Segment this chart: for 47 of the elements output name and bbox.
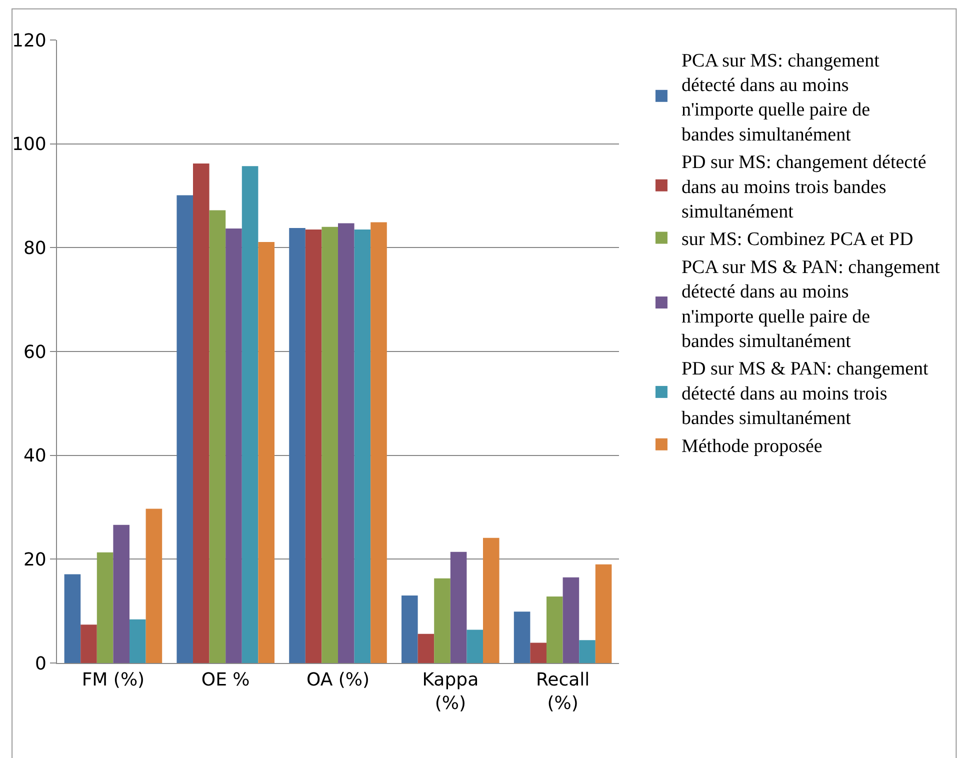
y-tick-label: 60 (23, 342, 46, 363)
bar (289, 228, 306, 663)
bar (354, 230, 371, 663)
y-tick-label: 0 (34, 653, 46, 674)
y-tick-label: 80 (23, 238, 46, 259)
x-tick-label: OE % (201, 670, 250, 691)
y-tick-label: 40 (23, 446, 46, 467)
bar (146, 508, 162, 663)
legend-label: PD sur MS & PAN: changement détecté dans au moins trois bandes simultanément (681, 358, 930, 430)
bar (96, 552, 114, 663)
legend-label: PCA sur MS & PAN: changement détecté dans au moins n'importe quelle paire de bandes simultanément (681, 256, 941, 352)
x-tick-label: Recall (%) (536, 670, 590, 714)
bar (434, 578, 450, 663)
bar (546, 596, 563, 663)
bar (64, 574, 81, 663)
x-tick-label: OA (%) (306, 670, 370, 691)
bar (113, 524, 130, 663)
bar (176, 195, 193, 663)
bar (209, 210, 226, 663)
bar (322, 226, 338, 663)
bar (466, 630, 483, 663)
bar (242, 166, 258, 663)
legend-label: sur MS: Combinez PCA et PD (681, 229, 914, 250)
bar (418, 634, 434, 663)
y-tick-label: 120 (12, 30, 46, 52)
y-tick-label: 20 (23, 549, 46, 570)
x-tick-label: Kappa (%) (422, 670, 479, 714)
bar (562, 577, 580, 663)
bar (450, 552, 467, 663)
bar (130, 619, 146, 663)
bar (80, 624, 97, 663)
bar (514, 612, 530, 663)
bar (530, 642, 546, 663)
legend-label: PCA sur MS: changement détecté dans au moins n'importe quelle paire de bandes simultanément (681, 50, 880, 146)
bar (305, 230, 322, 663)
bar (483, 538, 500, 663)
x-tick-label: FM (%) (82, 670, 145, 691)
bar (338, 223, 354, 663)
bar (579, 640, 596, 663)
bar (595, 564, 612, 663)
bar (402, 596, 418, 663)
y-tick-label: 100 (12, 134, 46, 156)
legend-label: Méthode proposée (681, 436, 822, 457)
bar (193, 164, 210, 663)
bar (226, 228, 242, 663)
bar (370, 222, 387, 663)
bar (258, 242, 274, 663)
